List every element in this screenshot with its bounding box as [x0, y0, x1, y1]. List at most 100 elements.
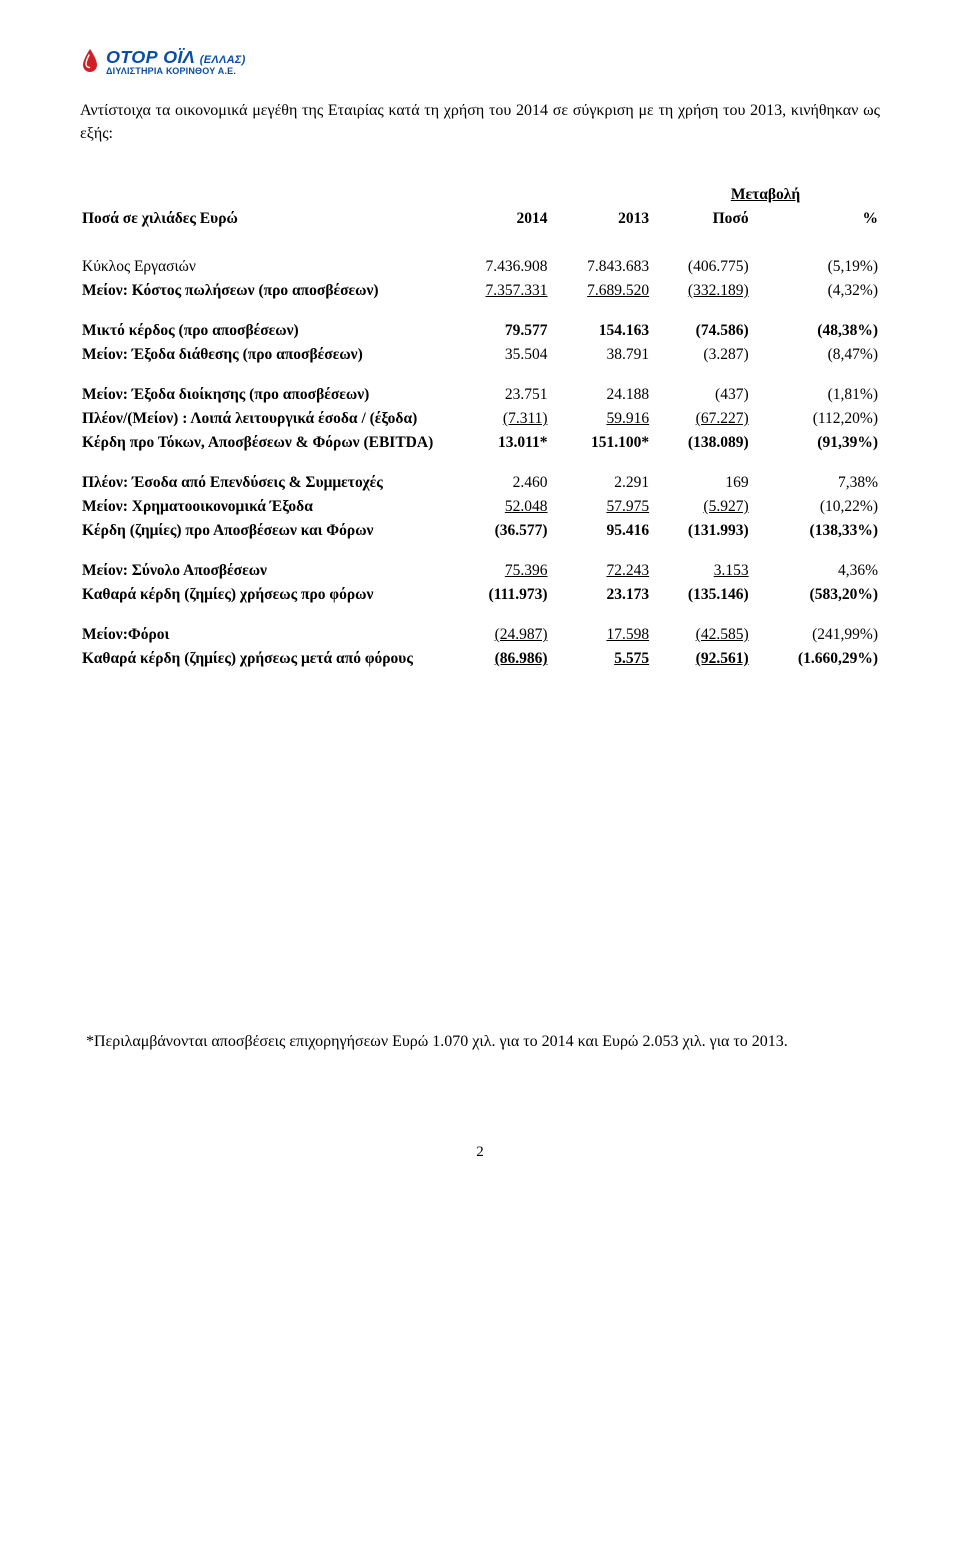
header-2013: 2013 [618, 210, 649, 227]
row-label: Πλέον: Έσοδα από Επενδύσεις & Συμμετοχές [82, 474, 383, 491]
cell: 3.153 [651, 559, 751, 583]
cell: 7,38% [751, 471, 880, 495]
row-label: Μικτό κέρδος (προ αποσβέσεων) [82, 322, 299, 339]
drop-icon [80, 48, 100, 74]
footnote: *Περιλαμβάνονται αποσβέσεις επιχορηγήσεω… [80, 1031, 880, 1053]
logo-subtitle: ΔΙΥΛΙΣΤΗΡΙΑ ΚΟΡΙΝΘΟΥ Α.Ε. [106, 67, 246, 76]
cell: (42.585) [651, 623, 751, 647]
table-row: Καθαρά κέρδη (ζημίες) χρήσεως προ φόρων … [80, 583, 880, 607]
header-pct: % [863, 210, 879, 227]
cell: (24.987) [448, 623, 550, 647]
cell: 79.577 [448, 319, 550, 343]
cell: 23.173 [550, 583, 652, 607]
cell: (86.986) [448, 647, 550, 671]
cell: (111.973) [448, 583, 550, 607]
cell: 7.436.908 [448, 255, 550, 279]
table-row: Μείον: Σύνολο Αποσβέσεων 75.396 72.243 3… [80, 559, 880, 583]
row-label: Καθαρά κέρδη (ζημίες) χρήσεως μετά από φ… [82, 650, 413, 667]
table-row: Μικτό κέρδος (προ αποσβέσεων) 79.577 154… [80, 319, 880, 343]
cell: 169 [651, 471, 751, 495]
cell: (5,19%) [751, 255, 880, 279]
cell: 23.751 [448, 383, 550, 407]
cell: 4,36% [751, 559, 880, 583]
header-left: Ποσά σε χιλιάδες Ευρώ [82, 210, 238, 227]
table-row: Κύκλος Εργασιών 7.436.908 7.843.683 (406… [80, 255, 880, 279]
cell: 151.100* [550, 431, 652, 455]
row-label: Κέρδη (ζημίες) προ Αποσβέσεων και Φόρων [82, 522, 373, 539]
cell: (3.287) [651, 343, 751, 367]
table-header-row: Ποσά σε χιλιάδες Ευρώ 2014 2013 Μεταβολή [80, 183, 880, 207]
table-row: Καθαρά κέρδη (ζημίες) χρήσεως μετά από φ… [80, 647, 880, 671]
cell: 52.048 [448, 495, 550, 519]
cell: (7.311) [448, 407, 550, 431]
cell: 72.243 [550, 559, 652, 583]
table-row: Κέρδη προ Τόκων, Αποσβέσεων & Φόρων (EBI… [80, 431, 880, 455]
table-row: Πλέον/(Μείον) : Λοιπά λειτουργικά έσοδα … [80, 407, 880, 431]
cell: (332.189) [651, 279, 751, 303]
cell: 7.843.683 [550, 255, 652, 279]
row-label: Καθαρά κέρδη (ζημίες) χρήσεως προ φόρων [82, 586, 373, 603]
header-2014: 2014 [517, 210, 548, 227]
logo-suffix: (ΕΛΛΑΣ) [200, 54, 246, 66]
company-logo: ΟΤΟΡ ΟΪΛ (ΕΛΛΑΣ) ΔΙΥΛΙΣΤΗΡΙΑ ΚΟΡΙΝΘΟΥ Α.… [80, 48, 880, 76]
cell: (8,47%) [751, 343, 880, 367]
cell: (74.586) [651, 319, 751, 343]
cell: 17.598 [550, 623, 652, 647]
cell: (67.227) [651, 407, 751, 431]
row-label: Μείον: Χρηματοοικονομικά Έξοδα [82, 498, 313, 515]
cell: (4,32%) [751, 279, 880, 303]
table-row: Κέρδη (ζημίες) προ Αποσβέσεων και Φόρων … [80, 519, 880, 543]
table-row: Μείον: Κόστος πωλήσεων (προ αποσβέσεων) … [80, 279, 880, 303]
table-row: Μείον:Φόροι (24.987) 17.598 (42.585) (24… [80, 623, 880, 647]
cell: (406.775) [651, 255, 751, 279]
cell: (131.993) [651, 519, 751, 543]
row-label: Πλέον/(Μείον) : Λοιπά λειτουργικά έσοδα … [82, 410, 417, 427]
table-row: Μείον: Χρηματοοικονομικά Έξοδα 52.048 57… [80, 495, 880, 519]
cell: (1,81%) [751, 383, 880, 407]
cell: 154.163 [550, 319, 652, 343]
financial-table: Ποσά σε χιλιάδες Ευρώ 2014 2013 Μεταβολή… [80, 183, 880, 671]
cell: (241,99%) [751, 623, 880, 647]
row-label: Mείον: Έξοδα διοίκησης (προ αποσβέσεων) [82, 386, 369, 403]
cell: 24.188 [550, 383, 652, 407]
header-metavoli: Μεταβολή [731, 186, 800, 203]
cell: 75.396 [448, 559, 550, 583]
cell: 95.416 [550, 519, 652, 543]
cell: 2.460 [448, 471, 550, 495]
cell: 2.291 [550, 471, 652, 495]
cell: (10,22%) [751, 495, 880, 519]
cell: (91,39%) [751, 431, 880, 455]
cell: (1.660,29%) [751, 647, 880, 671]
row-label: Μείον:Φόροι [82, 626, 169, 643]
cell: 7.689.520 [550, 279, 652, 303]
row-label: Κύκλος Εργασιών [82, 258, 196, 275]
table-row: Πλέον: Έσοδα από Επενδύσεις & Συμμετοχές… [80, 471, 880, 495]
cell: 13.011* [448, 431, 550, 455]
cell: (5.927) [651, 495, 751, 519]
intro-paragraph: Αντίστοιχα τα οικονομικά μεγέθη της Εται… [80, 100, 880, 145]
row-label: Mείον: Έξοδα διάθεσης (προ αποσβέσεων) [82, 346, 363, 363]
cell: 59.916 [550, 407, 652, 431]
header-poso: Ποσό [713, 210, 749, 227]
logo-brand: ΟΤΟΡ ΟΪΛ [106, 47, 194, 67]
row-label: Μείον: Κόστος πωλήσεων (προ αποσβέσεων) [82, 282, 379, 299]
table-row: Mείον: Έξοδα διοίκησης (προ αποσβέσεων) … [80, 383, 880, 407]
cell: (36.577) [448, 519, 550, 543]
page: ΟΤΟΡ ΟΪΛ (ΕΛΛΑΣ) ΔΙΥΛΙΣΤΗΡΙΑ ΚΟΡΙΝΘΟΥ Α.… [0, 0, 960, 1201]
cell: 7.357.331 [448, 279, 550, 303]
cell: (112,20%) [751, 407, 880, 431]
row-label: Μείον: Σύνολο Αποσβέσεων [82, 562, 267, 579]
cell: (583,20%) [751, 583, 880, 607]
cell: 35.504 [448, 343, 550, 367]
cell: (138,33%) [751, 519, 880, 543]
page-number: 2 [80, 1144, 880, 1161]
cell: (92.561) [651, 647, 751, 671]
cell: 38.791 [550, 343, 652, 367]
logo-main: ΟΤΟΡ ΟΪΛ (ΕΛΛΑΣ) [106, 48, 246, 67]
cell: (48,38%) [751, 319, 880, 343]
logo-text: ΟΤΟΡ ΟΪΛ (ΕΛΛΑΣ) ΔΙΥΛΙΣΤΗΡΙΑ ΚΟΡΙΝΘΟΥ Α.… [106, 48, 246, 76]
table-row: Mείον: Έξοδα διάθεσης (προ αποσβέσεων) 3… [80, 343, 880, 367]
row-label: Κέρδη προ Τόκων, Αποσβέσεων & Φόρων (EBI… [82, 434, 433, 451]
cell: (138.089) [651, 431, 751, 455]
cell: 57.975 [550, 495, 652, 519]
